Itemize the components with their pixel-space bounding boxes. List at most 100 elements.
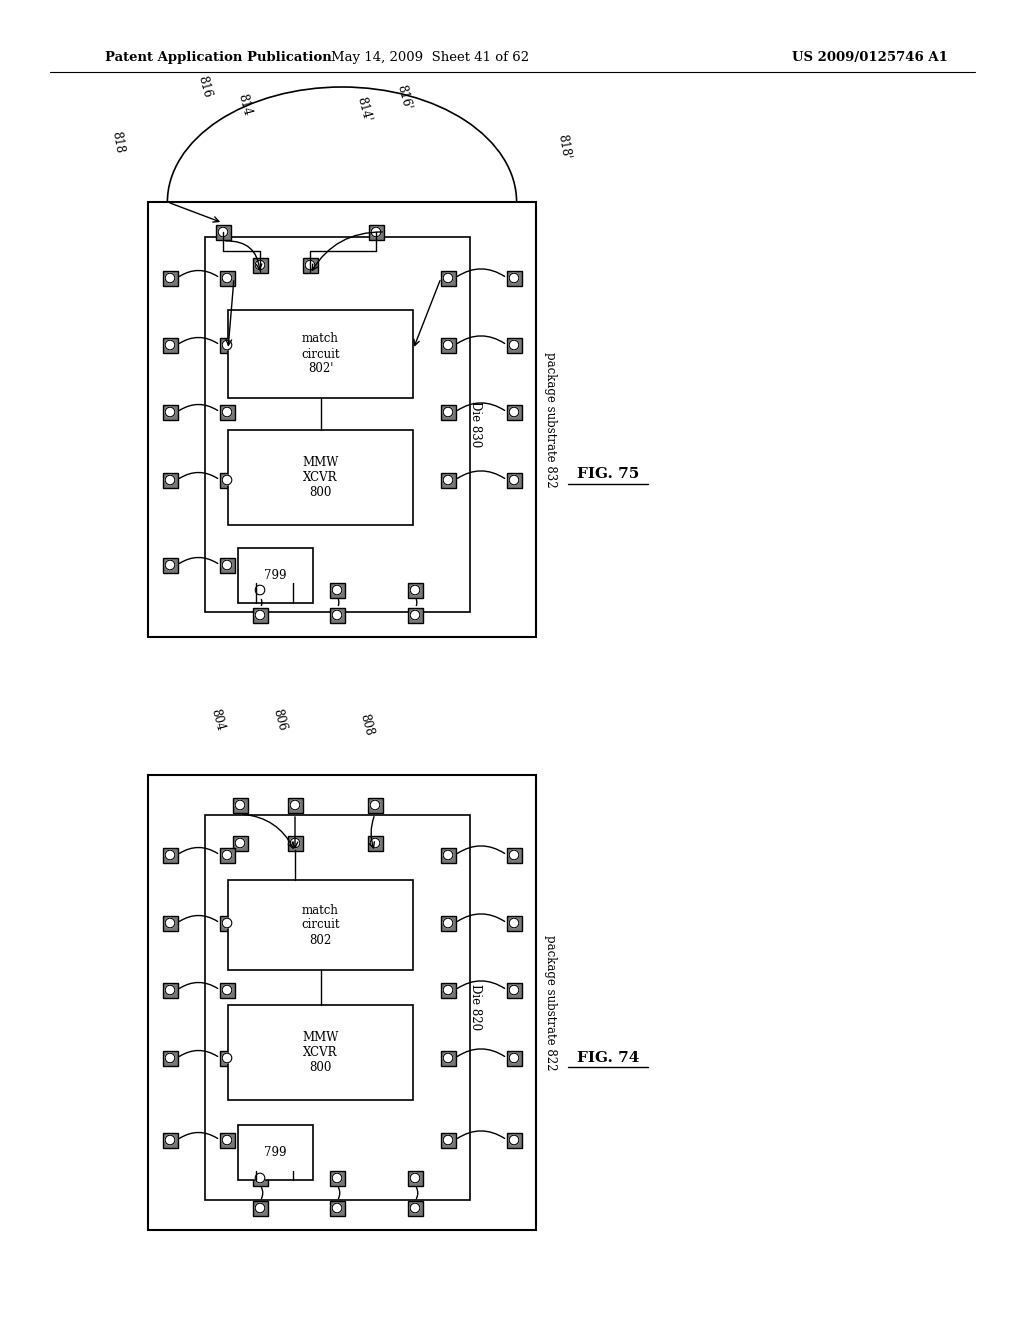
Bar	[163, 916, 177, 931]
Text: 818': 818'	[555, 133, 572, 161]
Circle shape	[371, 838, 380, 847]
Bar	[507, 473, 521, 487]
Circle shape	[165, 407, 175, 417]
Bar	[238, 1125, 313, 1180]
Circle shape	[236, 838, 245, 847]
Bar	[253, 582, 267, 598]
Bar	[507, 1051, 521, 1065]
Text: 799: 799	[264, 569, 287, 582]
Circle shape	[509, 919, 519, 928]
Circle shape	[443, 407, 453, 417]
Bar	[205, 814, 470, 1200]
Bar	[238, 548, 313, 603]
Bar	[148, 202, 536, 638]
Circle shape	[509, 1135, 519, 1144]
Circle shape	[411, 585, 420, 595]
Text: FIG. 75: FIG. 75	[577, 467, 639, 482]
Bar	[330, 607, 344, 623]
Text: match
circuit
802': match circuit 802'	[301, 333, 340, 375]
Bar	[228, 430, 413, 525]
Circle shape	[290, 838, 300, 847]
Circle shape	[165, 273, 175, 282]
Bar	[507, 338, 521, 352]
Bar	[228, 1005, 413, 1100]
Bar	[507, 1133, 521, 1147]
Bar	[507, 982, 521, 998]
Bar	[440, 1133, 456, 1147]
Bar	[148, 775, 536, 1230]
Bar	[253, 1200, 267, 1216]
Circle shape	[443, 341, 453, 350]
Circle shape	[165, 919, 175, 928]
Bar	[330, 1171, 344, 1185]
Bar	[507, 271, 521, 285]
Circle shape	[305, 260, 314, 269]
Bar	[205, 238, 470, 612]
Bar	[253, 607, 267, 623]
Text: FIG. 74: FIG. 74	[577, 1051, 639, 1064]
Bar	[219, 557, 234, 573]
Bar	[440, 271, 456, 285]
Text: May 14, 2009  Sheet 41 of 62: May 14, 2009 Sheet 41 of 62	[331, 51, 529, 65]
Bar	[219, 847, 234, 862]
Bar	[440, 982, 456, 998]
Bar	[163, 982, 177, 998]
Text: 818: 818	[110, 129, 126, 154]
Bar	[163, 404, 177, 420]
Bar	[507, 404, 521, 420]
Bar	[219, 473, 234, 487]
Circle shape	[222, 560, 231, 570]
Circle shape	[332, 610, 342, 620]
Bar	[228, 310, 413, 399]
Circle shape	[222, 341, 231, 350]
Circle shape	[509, 985, 519, 995]
Bar	[163, 1051, 177, 1065]
Bar	[288, 836, 302, 850]
Text: 814: 814	[236, 92, 254, 117]
Circle shape	[411, 610, 420, 620]
Circle shape	[165, 1135, 175, 1144]
Circle shape	[255, 1204, 265, 1213]
Bar	[440, 338, 456, 352]
Bar	[507, 847, 521, 862]
Text: 808: 808	[357, 713, 376, 738]
Bar	[302, 257, 317, 272]
Text: Die 820: Die 820	[469, 985, 482, 1031]
Circle shape	[371, 800, 380, 809]
Circle shape	[222, 1053, 231, 1063]
Circle shape	[165, 1053, 175, 1063]
Bar	[368, 836, 383, 850]
Bar	[232, 836, 248, 850]
Text: package substrate 832: package substrate 832	[544, 351, 556, 487]
Text: match
circuit
802: match circuit 802	[301, 903, 340, 946]
Circle shape	[509, 273, 519, 282]
Circle shape	[222, 475, 231, 484]
Text: Die 830: Die 830	[469, 401, 482, 447]
Circle shape	[443, 273, 453, 282]
Bar	[219, 982, 234, 998]
Text: 816': 816'	[394, 83, 414, 111]
Bar	[507, 916, 521, 931]
Bar	[219, 271, 234, 285]
Circle shape	[443, 985, 453, 995]
Bar	[215, 224, 230, 239]
Circle shape	[222, 407, 231, 417]
Circle shape	[255, 610, 265, 620]
Circle shape	[509, 475, 519, 484]
Bar	[163, 338, 177, 352]
Bar	[253, 257, 267, 272]
Text: 799: 799	[264, 1146, 287, 1159]
Bar	[440, 847, 456, 862]
Circle shape	[218, 227, 227, 236]
Circle shape	[509, 1053, 519, 1063]
Circle shape	[222, 273, 231, 282]
Circle shape	[443, 1053, 453, 1063]
Circle shape	[371, 227, 381, 236]
Circle shape	[411, 1204, 420, 1213]
Circle shape	[255, 260, 265, 269]
Text: 806: 806	[270, 708, 289, 733]
Circle shape	[332, 1173, 342, 1183]
Bar	[408, 1171, 423, 1185]
Circle shape	[255, 585, 265, 595]
Circle shape	[255, 1173, 265, 1183]
